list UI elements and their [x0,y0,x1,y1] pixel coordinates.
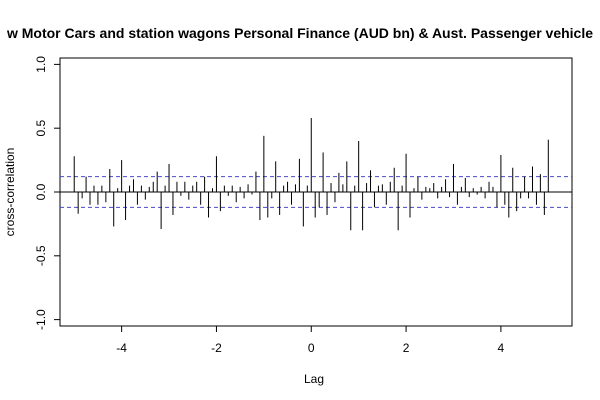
y-tick-label: -0.5 [34,245,48,266]
x-tick-label: 2 [403,341,410,355]
plot-area: -4 -2 0 2 4 -1.0 -0.5 0.0 0.5 1.0 [34,56,573,355]
y-tick-label: -1.0 [34,309,48,330]
x-axis-label: Lag [304,372,324,386]
y-tick-label: 0.5 [34,120,48,137]
y-tick-label: 0.0 [34,183,48,200]
y-axis-label: cross-correlation [3,148,17,237]
x-tick-label: -4 [116,341,127,355]
x-tick-label: 4 [498,341,505,355]
y-tick-label: 1.0 [34,56,48,73]
chart-title: w Motor Cars and station wagons Personal… [6,25,593,41]
x-tick-label: -2 [211,341,222,355]
x-tick-label: 0 [308,341,315,355]
